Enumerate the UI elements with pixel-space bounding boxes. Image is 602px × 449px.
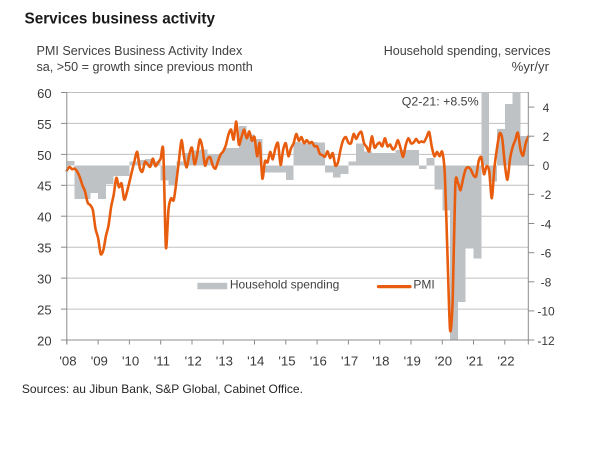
svg-text:-2: -2 <box>541 188 552 202</box>
svg-text:PMI Services Business Activity: PMI Services Business Activity Index <box>37 44 243 58</box>
svg-text:30: 30 <box>37 272 51 287</box>
svg-text:50: 50 <box>37 148 51 163</box>
svg-text:'09: '09 <box>91 354 108 369</box>
svg-text:'11: '11 <box>154 354 170 369</box>
svg-text:'16: '16 <box>310 354 327 369</box>
svg-text:40: 40 <box>37 210 51 225</box>
svg-text:'18: '18 <box>372 354 389 369</box>
svg-text:'10: '10 <box>122 354 139 369</box>
svg-text:0: 0 <box>543 159 550 173</box>
svg-text:55: 55 <box>37 117 51 132</box>
svg-text:Services business activity: Services business activity <box>25 11 216 28</box>
svg-text:-8: -8 <box>541 276 552 290</box>
svg-text:'08: '08 <box>59 354 76 369</box>
svg-text:'20: '20 <box>435 354 452 369</box>
svg-text:'17: '17 <box>341 354 358 369</box>
svg-text:Sources: au Jibun Bank, S&P Gl: Sources: au Jibun Bank, S&P Global, Cabi… <box>22 382 303 396</box>
svg-text:'19: '19 <box>404 354 421 369</box>
svg-text:-10: -10 <box>537 305 555 319</box>
svg-text:'22: '22 <box>497 354 514 369</box>
svg-text:20: 20 <box>37 333 51 348</box>
svg-text:45: 45 <box>37 179 51 194</box>
svg-text:60: 60 <box>37 86 51 101</box>
svg-text:-4: -4 <box>541 217 552 231</box>
svg-text:Household spending: Household spending <box>230 278 339 292</box>
svg-text:35: 35 <box>37 241 51 256</box>
svg-text:PMI: PMI <box>413 278 434 292</box>
svg-text:sa, >50 = growth since previou: sa, >50 = growth since previous month <box>37 60 253 74</box>
svg-text:'14: '14 <box>247 354 264 369</box>
svg-text:4: 4 <box>543 101 550 115</box>
svg-text:-12: -12 <box>537 334 555 348</box>
svg-text:'13: '13 <box>216 354 233 369</box>
svg-text:2: 2 <box>543 130 550 144</box>
svg-text:25: 25 <box>37 303 51 318</box>
svg-text:Q2-21: +8.5%: Q2-21: +8.5% <box>402 94 479 108</box>
svg-text:'15: '15 <box>278 354 295 369</box>
svg-text:-6: -6 <box>541 247 552 261</box>
svg-text:Household spending, services: Household spending, services <box>384 44 551 58</box>
svg-text:'21: '21 <box>466 354 483 369</box>
svg-text:%yr/yr: %yr/yr <box>512 59 550 74</box>
svg-text:'12: '12 <box>185 354 202 369</box>
